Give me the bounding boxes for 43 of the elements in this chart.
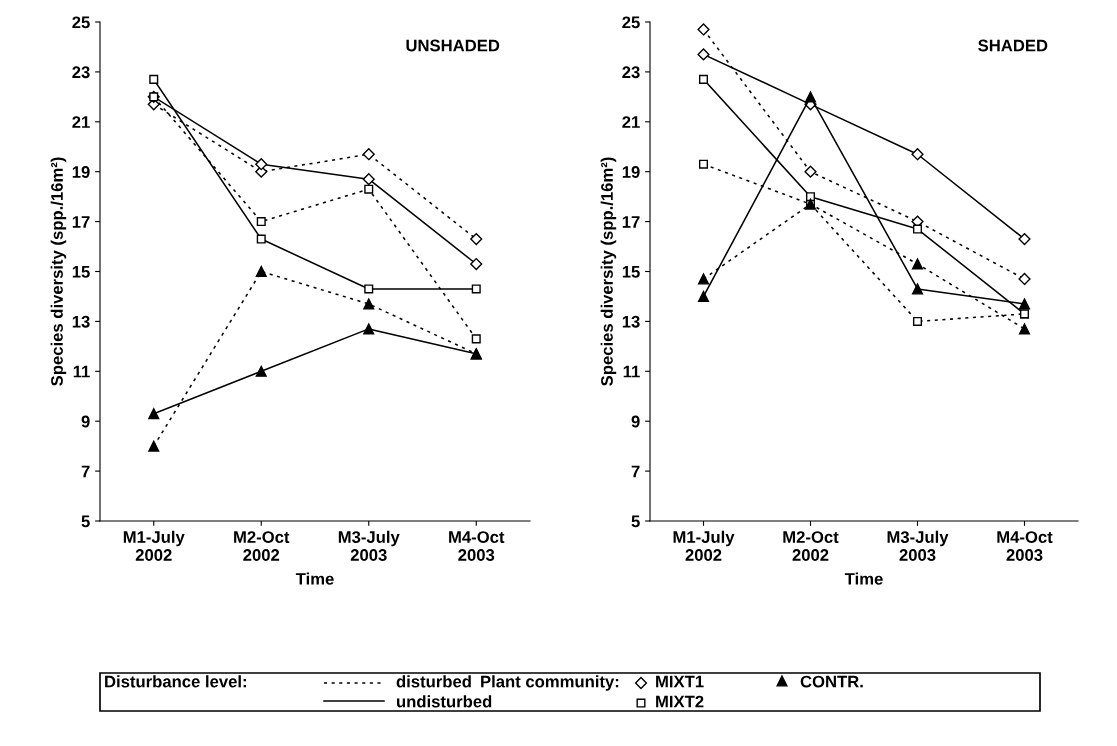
y-tick-label: 5 — [81, 515, 90, 528]
text: undisturbed — [397, 695, 492, 708]
y-tick-label: 21 — [72, 116, 90, 128]
x-tick-label: M4-Oct 2003 — [997, 531, 1053, 561]
y-axis-title: Species diversity (spp./16m²) — [50, 157, 67, 386]
y-tick-label: 7 — [631, 465, 640, 478]
x-tick-label: M4-Oct 2003 — [449, 531, 505, 561]
text: MIXT1 — [656, 675, 704, 688]
y-tick-label: 23 — [622, 66, 640, 79]
x-axis-title: Time — [295, 572, 334, 585]
x-tick-label: M2-Oct 2002 — [783, 531, 839, 561]
y-tick-label: 17 — [622, 216, 640, 228]
text: CONTR. — [800, 675, 863, 688]
text: MIXT2 — [656, 695, 704, 708]
y-tick-label: 13 — [72, 315, 90, 328]
text: SHADED — [978, 39, 1048, 52]
y-tick-label: 9 — [81, 415, 90, 428]
y-tick-label: 17 — [72, 216, 90, 228]
y-tick-label: 11 — [623, 365, 640, 378]
y-tick-label: 13 — [622, 315, 640, 328]
x-tick-label: M1-July 2002 — [673, 530, 735, 561]
x-tick-label: M3-July 2003 — [887, 530, 949, 561]
y-tick-label: 23 — [72, 66, 90, 79]
y-tick-label: 25 — [622, 16, 640, 29]
text: Plant community: — [481, 675, 619, 691]
y-tick-label: 19 — [622, 166, 640, 178]
y-tick-label: 7 — [81, 465, 90, 478]
x-tick-label: M1-July 2002 — [123, 530, 185, 561]
y-tick-label: 15 — [72, 266, 90, 278]
y-tick-label: 21 — [622, 116, 640, 128]
text: UNSHADED — [406, 39, 500, 52]
y-tick-label: 19 — [72, 166, 90, 178]
x-tick-label: M3-July 2003 — [338, 530, 400, 561]
y-tick-label: 5 — [631, 515, 640, 528]
y-axis-title: Species diversity (spp./16m²) — [600, 157, 617, 386]
text: disturbed — [396, 675, 471, 688]
y-tick-label: 25 — [72, 16, 90, 29]
x-tick-label: M2-Oct 2002 — [234, 531, 290, 561]
y-tick-label: 11 — [73, 365, 90, 378]
y-tick-label: 15 — [622, 266, 640, 278]
y-tick-label: 9 — [631, 415, 640, 428]
x-axis-title: Time — [844, 572, 883, 585]
text: Disturbance level: — [105, 675, 246, 688]
